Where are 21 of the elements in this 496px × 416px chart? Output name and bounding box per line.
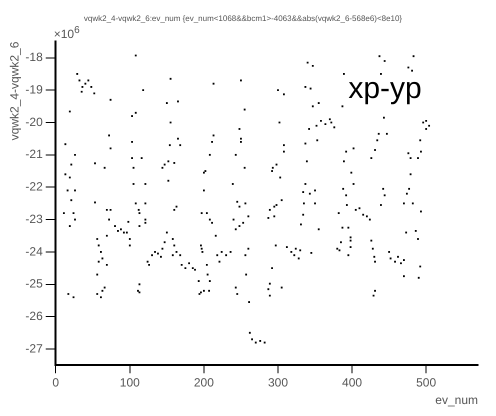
annotation: xp-yp: [348, 72, 422, 106]
x-tick-label: 100: [120, 376, 140, 390]
y-tick-label: -27: [25, 341, 44, 356]
y-tick-label: -26: [25, 308, 44, 323]
y-tick-label: -19: [25, 82, 44, 96]
y-tick-label: -22: [25, 180, 44, 194]
y-tick-label: -21: [25, 147, 44, 162]
text: ×10$^{6}$: [54, 24, 80, 41]
y-tick-label: -23: [25, 212, 44, 226]
y-tick-label: -18: [25, 50, 44, 64]
chart-title: vqwk2_4-vqwk2_6:ev_num {ev_num<1068&&bcm1>-4063&&abs(vqwk2_6-568e6)<8e10}: [84, 14, 402, 24]
x-tick-label: 200: [194, 376, 214, 390]
x-tick-label: 400: [342, 376, 362, 390]
x-axis-title: ev_num: [435, 393, 478, 408]
x-tick-label: 500: [416, 376, 436, 390]
x-tick-label: 0: [52, 376, 60, 390]
y-tick-label: -24: [25, 244, 44, 258]
x-tick-label: 300: [268, 376, 288, 390]
y-tick-label: -25: [25, 276, 44, 291]
y-axis-title: vqwk2_4-vqwk2_6: [8, 41, 22, 140]
y-tick-label: -20: [25, 114, 44, 129]
